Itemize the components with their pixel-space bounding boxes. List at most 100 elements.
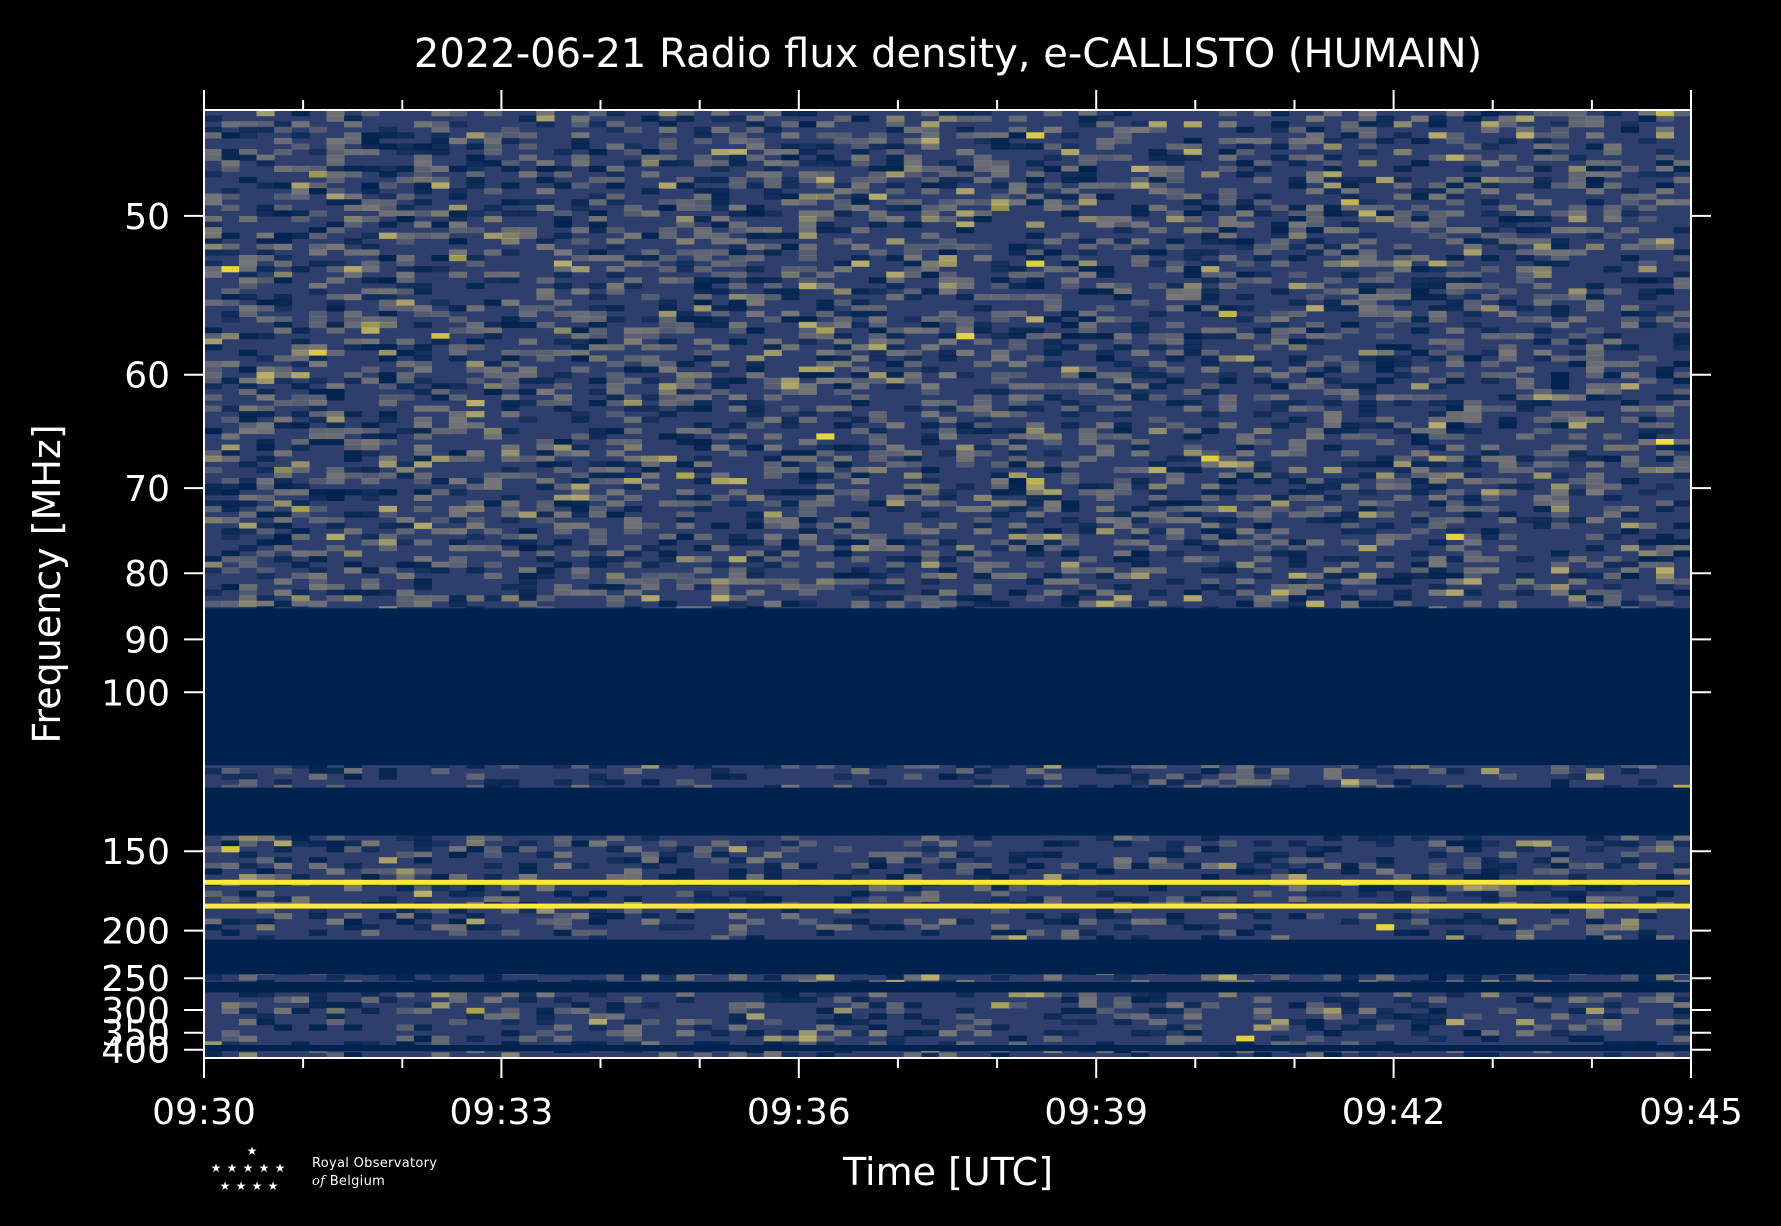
spectrogram-cell	[1638, 422, 1657, 429]
spectrogram-cell	[1603, 388, 1622, 395]
spectrogram-cell	[204, 249, 223, 256]
spectrogram-cell	[833, 260, 852, 267]
spectrogram-cell	[1061, 210, 1080, 217]
spectrogram-cell	[309, 416, 328, 423]
spectrogram-cell	[641, 455, 660, 462]
spectrogram-cell	[309, 494, 328, 501]
spectrogram-cell	[1323, 773, 1342, 780]
spectrogram-cell	[711, 383, 730, 390]
spectrogram-cell	[1183, 388, 1202, 395]
spectrogram-cell	[711, 366, 730, 373]
spectrogram-cell	[378, 143, 397, 150]
spectrogram-cell	[1533, 388, 1552, 395]
spectrogram-cell	[1428, 461, 1447, 468]
spectrogram-cell	[606, 388, 625, 395]
spectrogram-cell	[921, 383, 940, 390]
spectrogram-cell	[763, 182, 782, 189]
spectrogram-cell	[1096, 221, 1115, 228]
spectrogram-cell	[763, 762, 782, 769]
spectrogram-cell	[781, 294, 800, 301]
spectrogram-cell	[1428, 416, 1447, 423]
spectrogram-cell	[1428, 305, 1447, 312]
spectrogram-cell	[798, 266, 817, 273]
spectrogram-cell	[1236, 762, 1255, 769]
spectrogram-cell	[1288, 400, 1307, 407]
spectrogram-cell	[1586, 862, 1605, 869]
spectrogram-cell	[1166, 216, 1185, 223]
spectrogram-cell	[1463, 834, 1482, 842]
spectrogram-cell	[1288, 539, 1307, 546]
spectrogram-cell	[1008, 528, 1027, 535]
spectrogram-cell	[536, 444, 555, 451]
spectrogram-cell	[763, 126, 782, 133]
spectrogram-cell	[274, 243, 293, 250]
spectrogram-cell	[1673, 360, 1692, 368]
spectrogram-cell	[903, 483, 922, 490]
spectrogram-cell	[1096, 517, 1115, 524]
spectrogram-cell	[1271, 243, 1290, 250]
spectrogram-cell	[291, 595, 310, 602]
spectrogram-cell	[623, 494, 642, 501]
spectrogram-cell	[221, 556, 240, 563]
spectrogram-cell	[973, 517, 992, 524]
spectrogram-cell	[1201, 768, 1220, 775]
spectrogram-cell	[378, 299, 397, 306]
spectrogram-cell	[378, 277, 397, 284]
spectrogram-cell	[1376, 394, 1395, 401]
spectrogram-cell	[553, 271, 572, 278]
spectrogram-cell	[1656, 539, 1675, 546]
spectrogram-cell	[851, 522, 870, 529]
spectrogram-cell	[309, 316, 328, 323]
spectrogram-cell	[1201, 277, 1220, 284]
spectrogram-cell	[1376, 455, 1395, 462]
spectrogram-cell	[1358, 862, 1377, 869]
spectrogram-cell	[833, 528, 852, 535]
spectrogram-cell	[1341, 572, 1360, 579]
spectrogram-cell	[886, 171, 905, 178]
spectrogram-cell	[501, 316, 520, 323]
spectrogram-cell	[763, 110, 782, 117]
spectrogram-cell	[658, 121, 677, 128]
spectrogram-cell	[274, 578, 293, 585]
spectrogram-cell	[606, 466, 625, 474]
spectrogram-cell	[798, 589, 817, 596]
spectrogram-cell	[833, 316, 852, 323]
spectrogram-cell	[431, 137, 450, 145]
spectrogram-cell	[693, 383, 712, 390]
spectrogram-cell	[239, 483, 258, 490]
spectrogram-cell	[448, 846, 467, 853]
spectrogram-cell	[886, 149, 905, 156]
spectrogram-cell	[1218, 154, 1237, 161]
spectrogram-cell	[553, 522, 572, 529]
spectrogram-cell	[413, 310, 432, 317]
spectrogram-cell	[1148, 227, 1167, 234]
spectrogram-cell	[606, 193, 625, 200]
spectrogram-cell	[1621, 321, 1640, 329]
spectrogram-cell	[291, 762, 310, 769]
spectrogram-cell	[1446, 338, 1465, 345]
spectrogram-cell	[1218, 216, 1237, 223]
spectrogram-cell	[1271, 550, 1290, 557]
spectrogram-cell	[1341, 299, 1360, 306]
spectrogram-cell	[1446, 416, 1465, 423]
spectrogram-cell	[204, 344, 223, 351]
spectrogram-cell	[518, 154, 537, 161]
spectrogram-cell	[1603, 232, 1622, 239]
spectrogram-cell	[239, 126, 258, 133]
spectrogram-cell	[1183, 137, 1202, 145]
spectrogram-cell	[1043, 851, 1062, 858]
spectrogram-cell	[973, 394, 992, 401]
spectrogram-cell	[746, 372, 765, 379]
spectrogram-cell	[1393, 372, 1412, 379]
spectrogram-cell	[868, 216, 887, 223]
spectrogram-cell	[1096, 489, 1115, 496]
spectrogram-cell	[501, 355, 520, 362]
spectrogram-cell	[413, 349, 432, 356]
spectrogram-cell	[378, 349, 397, 356]
spectrogram-cell	[676, 260, 695, 267]
spectrogram-cell	[1166, 550, 1185, 557]
spectrogram-cell	[973, 779, 992, 786]
spectrogram-cell	[1061, 333, 1080, 340]
spectrogram-cell	[413, 182, 432, 189]
spectrogram-cell	[851, 243, 870, 250]
